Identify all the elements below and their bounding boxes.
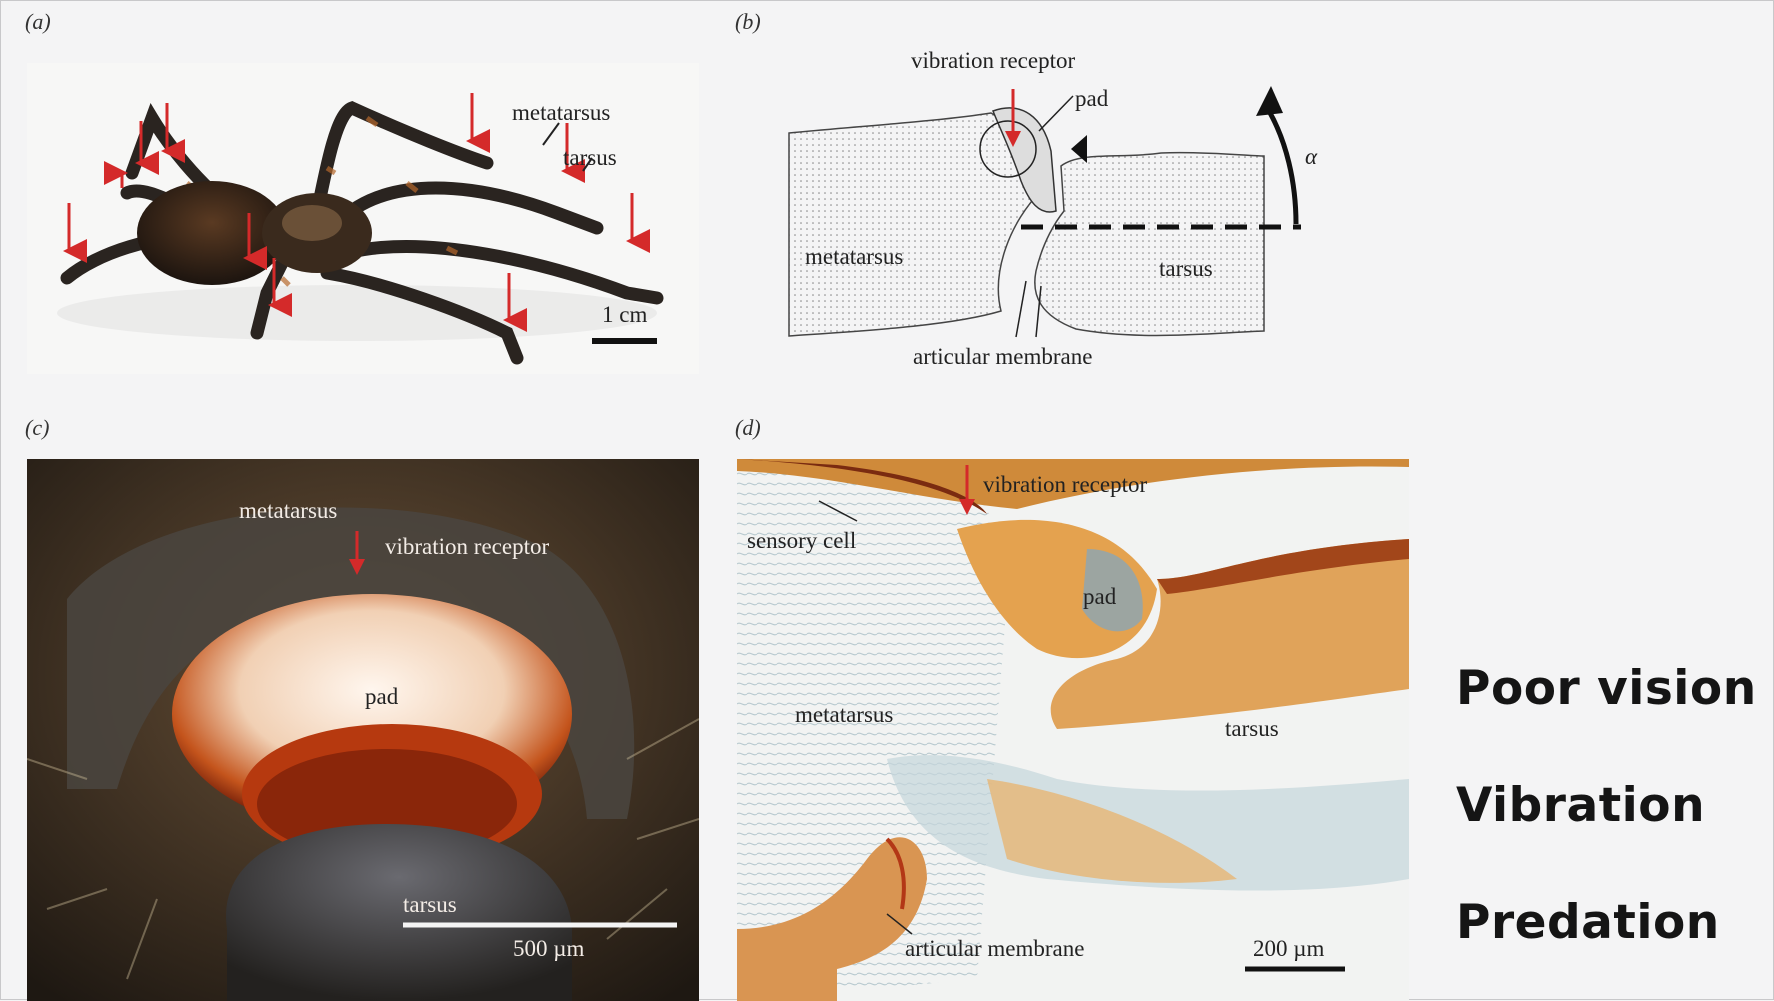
label-a-tarsus: tarsus: [563, 145, 617, 170]
label-b-pad: pad: [1075, 86, 1109, 111]
panel-a-label: (a): [25, 9, 51, 34]
label-c-tarsus: tarsus: [403, 892, 457, 917]
label-d-tarsus: tarsus: [1225, 716, 1279, 741]
panel-a-spider-photo: metatarsus tarsus 1 cm: [27, 63, 699, 374]
label-b-alpha: α: [1305, 144, 1318, 169]
label-b-metatarsus: metatarsus: [805, 244, 904, 269]
keyword-predation: Predation: [1456, 895, 1720, 950]
panel-d-label: (d): [735, 415, 761, 440]
joint-drawing: [788, 86, 1301, 338]
label-b-articular-membrane: articular membrane: [913, 344, 1093, 369]
label-b-tarsus: tarsus: [1159, 256, 1213, 281]
label-d-sensory-cell: sensory cell: [747, 528, 857, 553]
label-b-vibration-receptor: vibration receptor: [911, 48, 1076, 73]
label-c-metatarsus: metatarsus: [239, 498, 338, 523]
scale-label-a: 1 cm: [602, 302, 648, 327]
keyword-poor-vision: Poor vision: [1456, 661, 1757, 716]
label-d-vibration-receptor: vibration receptor: [983, 472, 1148, 497]
label-d-articular-membrane: articular membrane: [905, 936, 1085, 961]
panel-c-photo: metatarsus vibration receptor pad tarsus…: [27, 459, 699, 1001]
panel-c-label: (c): [25, 415, 50, 440]
scale-label-d: 200 µm: [1253, 936, 1325, 961]
label-d-pad: pad: [1083, 584, 1117, 609]
label-c-pad: pad: [365, 684, 399, 709]
panel-b-drawing: vibration receptor pad α metatarsus tars…: [781, 41, 1341, 381]
label-d-metatarsus: metatarsus: [795, 702, 894, 727]
spider-illustration: [57, 93, 664, 365]
keyword-vibration: Vibration: [1456, 778, 1706, 833]
scale-label-c: 500 µm: [513, 936, 585, 961]
histology-section: [737, 459, 1409, 1001]
joint-macro-photo: [27, 459, 699, 1001]
panel-d-histology: vibration receptor sensory cell pad meta…: [737, 459, 1409, 1001]
panel-b-label: (b): [735, 9, 761, 34]
label-c-vibration-receptor: vibration receptor: [385, 534, 550, 559]
label-a-metatarsus: metatarsus: [512, 100, 611, 125]
